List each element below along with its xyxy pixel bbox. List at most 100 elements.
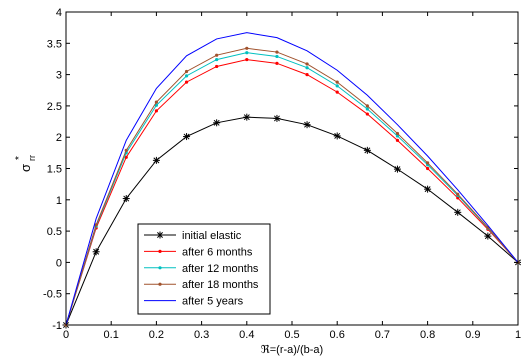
legend-marker-3 [158, 282, 162, 286]
y-tick-label-4: 1 [56, 195, 62, 207]
y-tick-label-10: 4 [56, 7, 62, 19]
series-3-point-1 [94, 223, 98, 227]
series-2-point-6 [245, 51, 249, 55]
y-tick-label-2: 0 [56, 257, 62, 269]
series-0-point-6 [243, 113, 251, 121]
series-1-point-10 [365, 112, 369, 116]
legend-item-3: after 18 months [144, 279, 259, 291]
y-tick-label-7: 2.5 [47, 101, 62, 113]
x-tick-label-0: 0 [63, 329, 69, 341]
series-0-point-5 [213, 119, 221, 127]
series-2-point-9 [335, 84, 339, 88]
series-3-point-8 [305, 62, 309, 66]
y-tick-label-5: 1.5 [47, 164, 62, 176]
series-0-point-10 [363, 146, 371, 154]
series-2-point-4 [184, 74, 189, 78]
x-tick-label-5: 0.5 [284, 329, 299, 341]
series-0-point-7 [273, 114, 281, 122]
series-3-point-7 [275, 50, 279, 54]
series-2-point-3 [154, 103, 158, 107]
series-0-point-13 [454, 208, 462, 216]
series-0-point-9 [333, 132, 341, 140]
x-tick-label-10: 1 [515, 329, 521, 341]
y-axis-label: σ * rr [14, 155, 37, 172]
y-tick-label-0: -1 [52, 320, 62, 332]
series-1-point-11 [395, 138, 400, 142]
legend-item-0: initial elastic [144, 230, 242, 242]
legend-item-1: after 6 months [144, 246, 253, 258]
series-layer [62, 32, 521, 329]
series-3-point-4 [184, 69, 189, 74]
series-line-2 [65, 52, 519, 326]
legend-marker-1 [158, 249, 162, 253]
series-1-point-5 [215, 64, 219, 69]
series-1-point-7 [275, 61, 279, 65]
series-2-point-8 [305, 66, 309, 70]
series-0-point-2 [122, 195, 130, 203]
series-1-point-12 [426, 166, 430, 171]
legend: initial elastic after 6 months after 12 mo… [137, 223, 271, 315]
series-3-point-11 [395, 131, 400, 136]
series-3-point-12 [426, 161, 430, 165]
x-tick-label-8: 0.8 [420, 329, 435, 341]
series-3-point-13 [456, 192, 460, 196]
legend-marker-2 [158, 266, 162, 270]
series-1-point-9 [335, 90, 339, 94]
series-1-point-2 [124, 155, 128, 159]
x-tick-label-9: 0.9 [465, 329, 480, 341]
y-axis-label-subscript: rr [27, 155, 37, 161]
series-2-point-10 [365, 107, 369, 111]
legend-label-1: after 6 months [182, 246, 253, 258]
ticks-layer: 0 0.1 0.2 0.3 0.4 0.5 0.6 0.7 0.8 0.9 1 -1 -0.5 0 0.5 1… [43, 7, 521, 341]
y-tick-label-6: 2 [56, 132, 62, 144]
series-2-point-7 [275, 54, 279, 59]
legend-marker-0 [156, 231, 164, 239]
series-0-point-14 [484, 232, 492, 240]
series-line-4 [65, 32, 519, 326]
y-tick-label-8: 3 [56, 70, 62, 82]
series-line-1 [65, 59, 519, 326]
x-tick-label-3: 0.3 [194, 329, 209, 341]
series-0-point-8 [303, 121, 311, 129]
legend-label-3: after 18 months [182, 279, 259, 291]
series-3-point-6 [245, 46, 249, 50]
x-axis-label: ℜ=(r-a)/(b-a) [261, 344, 323, 356]
x-tick-label-4: 0.4 [239, 329, 254, 341]
series-2-point-5 [215, 57, 219, 62]
series-0-point-1 [92, 248, 100, 256]
series-1-point-6 [245, 57, 249, 62]
series-1-point-13 [456, 196, 460, 200]
series-1-point-3 [154, 109, 158, 113]
legend-item-4: after 5 years [144, 296, 244, 308]
series-0-point-12 [424, 185, 432, 193]
series-0 [62, 113, 521, 329]
series-1-point-8 [305, 73, 309, 77]
series-3-point-2 [124, 148, 128, 152]
x-tick-label-2: 0.2 [149, 329, 164, 341]
legend-label-0: initial elastic [182, 230, 242, 242]
legend-label-4: after 5 years [182, 296, 244, 308]
y-tick-label-3: 0.5 [47, 226, 62, 238]
y-axis-label-superscript: * [14, 156, 25, 160]
series-2-point-11 [395, 134, 400, 138]
x-tick-label-1: 0.1 [104, 329, 119, 341]
series-0-point-4 [183, 133, 191, 141]
series-3-point-3 [154, 100, 158, 104]
y-tick-label-9: 3.5 [47, 38, 62, 50]
plot-area [66, 12, 518, 325]
y-tick-label-1: -0.5 [43, 289, 62, 301]
series-0-point-11 [393, 165, 401, 173]
series-0-point-3 [152, 156, 160, 164]
series-4 [65, 32, 519, 326]
x-tick-label-6: 0.6 [330, 329, 345, 341]
y-axis-label-main: σ [18, 164, 33, 172]
series-3-point-10 [365, 104, 369, 108]
series-3-point-5 [215, 53, 219, 57]
x-tick-label-7: 0.7 [375, 329, 390, 341]
series-line-3 [65, 47, 519, 326]
legend-item-2: after 12 months [144, 263, 259, 275]
legend-label-2: after 12 months [182, 263, 259, 275]
series-1-point-4 [184, 80, 189, 84]
series-3-point-9 [335, 80, 339, 84]
